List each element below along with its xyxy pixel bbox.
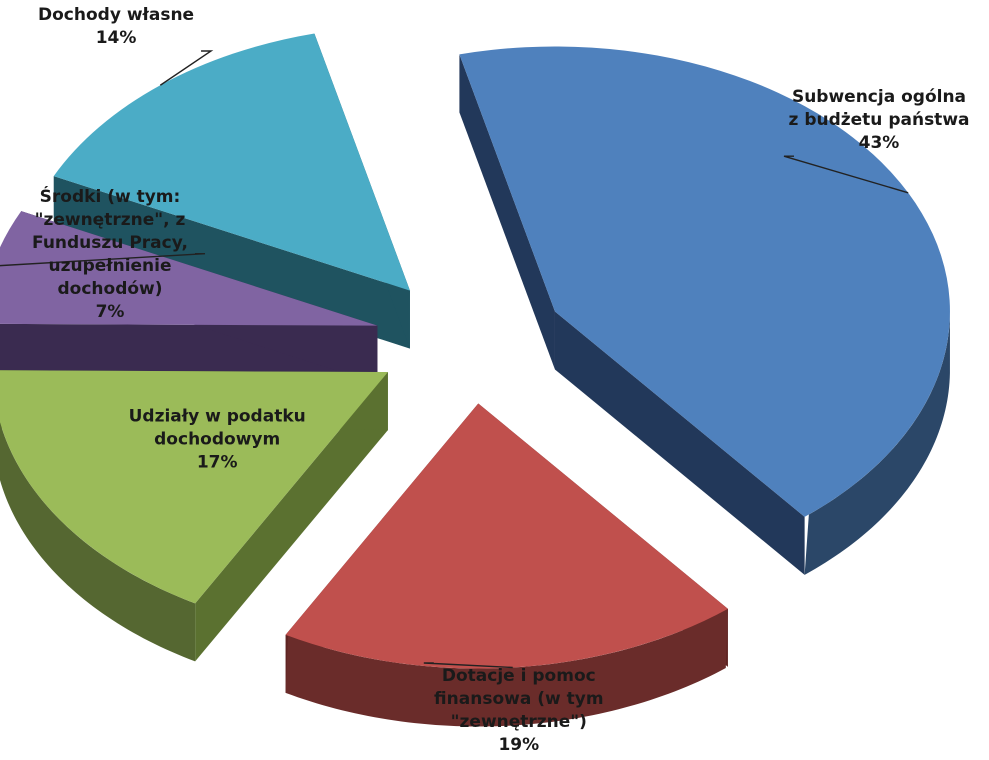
leader-line-1	[423, 662, 513, 669]
slice-3-top	[0, 211, 378, 326]
slice-4-edge-0	[53, 176, 410, 349]
leader-line-3	[0, 252, 206, 267]
slice-0-edge-1	[554, 311, 805, 575]
slice-0-side-0	[804, 311, 950, 575]
slice-2-top	[0, 370, 388, 604]
leader-line-4	[159, 50, 214, 86]
slice-0	[459, 46, 950, 575]
data-label-0: Subwencja ogólna z budżetu państwa 43%	[789, 87, 970, 153]
slice-4-top	[53, 33, 410, 291]
pie-slices	[0, 33, 950, 727]
slice-0-edge-0	[459, 54, 555, 370]
data-label-2: Udziały w podatku dochodowym 17%	[129, 407, 306, 473]
data-labels: Subwencja ogólna z budżetu państwa 43% Dota…	[32, 5, 969, 755]
slice-3	[0, 211, 378, 384]
slice-1	[285, 403, 728, 727]
data-label-4: Dochody własne 14%	[38, 5, 194, 48]
slice-4	[53, 33, 410, 349]
data-label-1: Dotacje i pomoc finansowa (w tym "zewnętrz…	[434, 666, 604, 755]
slice-1-side-0	[285, 608, 728, 727]
slice-2-side-0	[0, 422, 196, 662]
leader-lines	[0, 50, 909, 669]
leader-line-0	[783, 155, 909, 194]
slice-2-edge-0	[195, 372, 388, 662]
slice-1-top	[285, 403, 728, 669]
data-label-3: Środki (w tym: "zewnętrzne", z Funduszu Pr…	[32, 185, 188, 322]
slice-2	[0, 370, 388, 662]
slice-0-top	[459, 46, 950, 517]
